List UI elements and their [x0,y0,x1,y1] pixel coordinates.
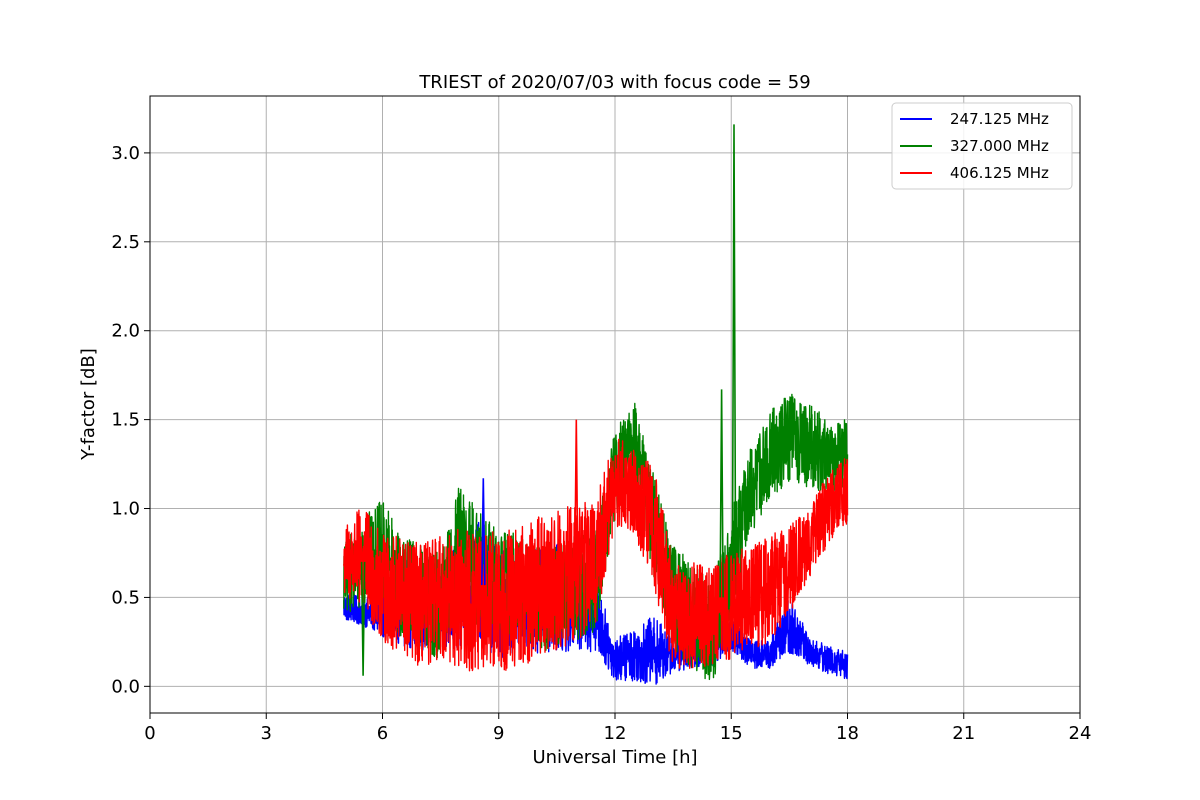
x-tick-label: 12 [604,723,627,744]
y-tick-label: 2.0 [111,321,140,342]
plot-area [343,124,849,685]
y-axis-label: Y-factor [dB] [78,348,99,461]
x-tick-label: 0 [144,723,155,744]
y-tick-label: 0.5 [111,587,140,608]
y-tick-label: 2.5 [111,232,140,253]
x-tick-label: 24 [1069,723,1092,744]
series-line-406-125-mhz [343,438,849,672]
x-tick-label: 15 [720,723,743,744]
y-tick-label: 1.5 [111,410,140,431]
series-spike [719,389,724,598]
series-layer [343,124,849,685]
x-tick-label: 9 [493,723,504,744]
x-tick-label: 3 [261,723,272,744]
x-tick-label: 21 [952,723,975,744]
legend-entry: 247.125 MHz [950,110,1049,128]
series-spike [574,419,579,571]
legend: 247.125 MHz 327.000 MHz 406.125 MHz [891,102,1073,190]
chart-title: TRIEST of 2020/07/03 with focus code = 5… [418,72,810,93]
x-tick-label: 6 [377,723,388,744]
legend-entry: 327.000 MHz [950,137,1049,155]
x-tick-label: 18 [836,723,859,744]
legend-entry: 406.125 MHz [950,164,1049,182]
series-spike [731,124,737,552]
y-tick-label: 1.0 [111,499,140,520]
series-spike [360,561,366,676]
x-axis: 0 3 6 9 12 15 18 21 24 [144,713,1091,744]
legend-box [891,102,1073,190]
x-axis-label: Universal Time [h] [532,747,697,768]
y-tick-label: 0.0 [111,676,140,697]
series-spike [481,478,486,586]
y-tick-label: 3.0 [111,143,140,164]
y-axis: 0.0 0.5 1.0 1.5 2.0 2.5 3.0 [111,143,150,697]
